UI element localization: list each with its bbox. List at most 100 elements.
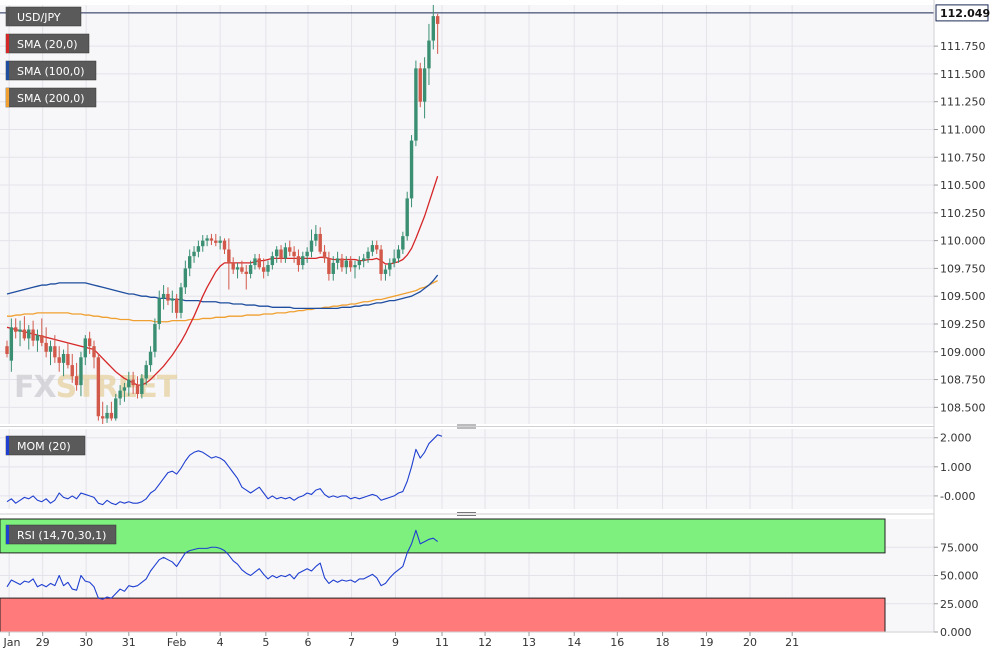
rsi-line	[6, 529, 438, 600]
candle	[57, 346, 61, 372]
candle	[340, 253, 344, 272]
rsi-y-tick-label: 0.000	[940, 626, 972, 639]
legend-sma-100-label: SMA (100,0)	[17, 65, 85, 78]
price-y-tick-label: 111.000	[940, 123, 986, 136]
x-tick-label: 30	[79, 636, 93, 649]
candle	[244, 265, 248, 290]
legend-momentum[interactable]: MOM (20)	[5, 435, 86, 456]
candle	[427, 23, 431, 86]
sma-200-line	[7, 280, 438, 323]
legend-usdjpy[interactable]: USD/JPY	[5, 6, 82, 27]
candle	[22, 316, 27, 341]
x-tick-label: 31	[122, 636, 136, 649]
candle	[292, 246, 296, 263]
candle	[79, 351, 83, 397]
legend-momentum-label: MOM (20)	[17, 440, 71, 453]
candle	[288, 240, 292, 257]
legend-sma-20[interactable]: SMA (20,0)	[5, 33, 90, 54]
candle	[396, 245, 401, 263]
price-y-tick-label: 110.500	[940, 179, 986, 192]
price-y-tick-label: 108.500	[940, 401, 986, 414]
sma-100-line	[6, 274, 439, 310]
candle	[153, 318, 157, 358]
x-tick-label: 29	[36, 636, 50, 649]
candle	[74, 362, 79, 391]
rsi-oversold-zone	[0, 597, 886, 633]
candle	[87, 331, 92, 354]
legend-rsi[interactable]: RSI (14,70,30,1)	[5, 524, 117, 545]
last-price-value: 112.049	[940, 7, 990, 20]
candle	[44, 327, 48, 358]
candle	[362, 253, 366, 268]
candle	[401, 231, 405, 254]
momentum-panel-background	[0, 429, 934, 509]
candle	[131, 371, 135, 394]
candle	[435, 13, 440, 54]
candle	[179, 282, 183, 319]
candle	[9, 318, 14, 372]
candle	[96, 353, 101, 421]
x-tick-label: 19	[699, 636, 713, 649]
last-price-tag: 112.049	[935, 4, 990, 22]
candle	[222, 238, 227, 254]
candle	[335, 251, 340, 270]
x-tick-label: 20	[743, 636, 757, 649]
candle	[140, 373, 144, 399]
candle	[375, 240, 379, 254]
candle	[166, 287, 170, 306]
candle	[196, 240, 201, 258]
rsi-overbought-zone	[0, 518, 886, 554]
legend-sma-100[interactable]: SMA (100,0)	[5, 60, 97, 81]
candle	[283, 242, 288, 263]
legend-sma-20-label: SMA (20,0)	[17, 38, 78, 51]
candle	[70, 353, 74, 383]
candle	[174, 293, 179, 319]
candle	[188, 249, 192, 277]
candle	[318, 227, 322, 254]
candle	[209, 233, 214, 246]
x-tick-label: 12	[478, 636, 492, 649]
candle	[183, 260, 188, 294]
candle	[231, 257, 235, 274]
price-y-tick-label: 109.750	[940, 262, 986, 275]
legend-rsi-label: RSI (14,70,30,1)	[17, 529, 106, 542]
candle	[301, 251, 305, 270]
legend-sma-200-label: SMA (200,0)	[17, 92, 85, 105]
price-momentum-separator-handle[interactable]	[457, 424, 476, 429]
candle	[144, 360, 148, 386]
candle	[322, 245, 327, 263]
price-y-tick-label: 109.500	[940, 290, 986, 303]
candle	[214, 233, 218, 247]
legend-sma-200[interactable]: SMA (200,0)	[5, 87, 97, 108]
candle	[18, 320, 22, 347]
candle	[379, 245, 383, 281]
candle	[348, 256, 353, 272]
x-tick-label: 7	[348, 636, 355, 649]
price-y-tick-label: 110.250	[940, 207, 986, 220]
x-tick-label: 14	[567, 636, 581, 649]
price-y-tick-label: 110.000	[940, 235, 986, 248]
candle	[383, 265, 388, 281]
candle	[135, 376, 140, 399]
x-tick-label: 6	[305, 636, 312, 649]
candle	[205, 235, 209, 247]
momentum-rsi-separator-handle[interactable]	[457, 512, 476, 516]
candle	[296, 249, 301, 272]
candle	[66, 342, 70, 369]
candle	[305, 247, 309, 263]
price-y-tick-label: 110.750	[940, 151, 986, 164]
candle	[40, 318, 44, 347]
candle	[201, 235, 205, 252]
x-tick-label: 18	[656, 636, 670, 649]
candle	[357, 256, 362, 270]
rsi-y-tick-label: 25.000	[940, 598, 979, 611]
candle	[353, 260, 357, 279]
candle	[61, 349, 66, 377]
candle	[275, 246, 279, 263]
candle	[279, 245, 283, 263]
candle	[344, 256, 348, 274]
price-y-tick-label: 111.250	[940, 96, 986, 109]
candle	[240, 260, 244, 274]
